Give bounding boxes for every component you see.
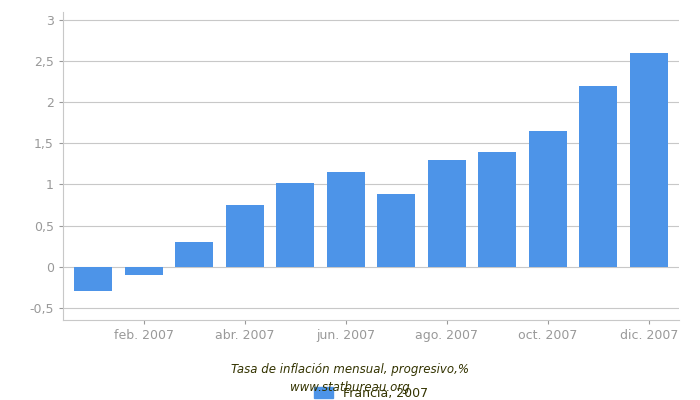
Bar: [74, 267, 112, 291]
Text: Tasa de inflación mensual, progresivo,%: Tasa de inflación mensual, progresivo,%: [231, 364, 469, 376]
Legend: Francia, 2007: Francia, 2007: [309, 382, 433, 400]
Bar: [478, 152, 516, 267]
Bar: [528, 131, 567, 267]
Text: www.statbureau.org: www.statbureau.org: [290, 382, 410, 394]
Bar: [377, 194, 415, 267]
Bar: [226, 205, 264, 267]
Bar: [175, 242, 214, 267]
Bar: [327, 172, 365, 267]
Bar: [630, 53, 668, 267]
Bar: [276, 183, 314, 267]
Bar: [428, 160, 466, 267]
Bar: [580, 86, 617, 267]
Bar: [125, 267, 162, 275]
